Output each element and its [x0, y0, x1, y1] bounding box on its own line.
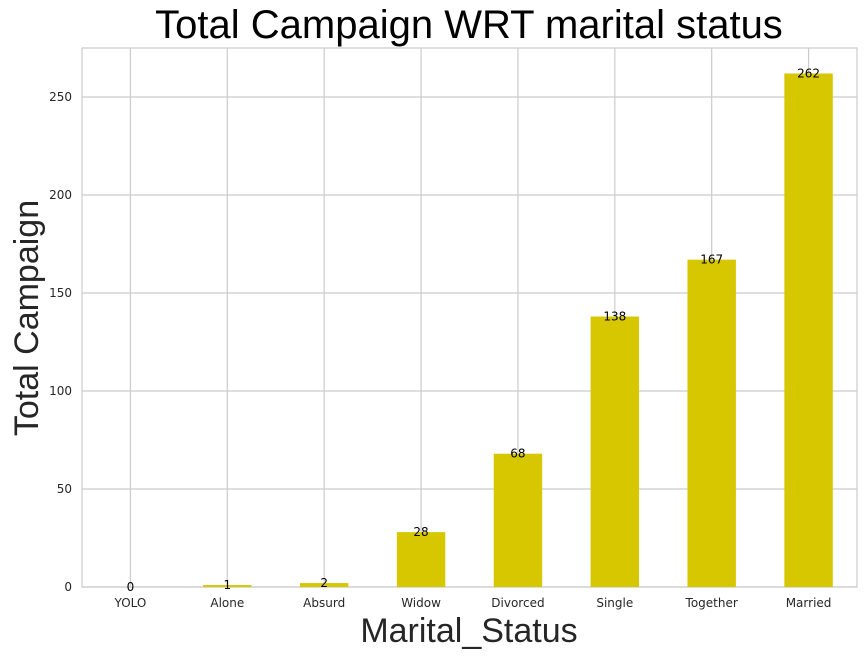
data-label: 28 [413, 525, 428, 539]
bar-together [687, 259, 736, 587]
data-label: 0 [127, 580, 135, 594]
bar-alone [203, 585, 252, 587]
y-tick-label: 250 [49, 90, 72, 104]
x-tick-label: YOLO [114, 596, 147, 610]
bar-married [784, 73, 833, 588]
bar-absurd [299, 583, 349, 587]
x-tick-label: Absurd [303, 596, 345, 610]
bar-single [590, 316, 640, 587]
x-tick-label: Single [596, 596, 633, 610]
data-label: 262 [797, 66, 820, 80]
y-tick-label: 150 [49, 286, 72, 300]
x-tick-labels: YOLO Alone Absurd Widow Divorced Single Togeth… [114, 596, 832, 610]
data-label: 68 [510, 447, 525, 461]
data-labels: 0 1 2 28 68 138 167 262 [127, 66, 820, 594]
y-gridlines [82, 96, 857, 588]
data-label: 167 [700, 253, 723, 267]
plot-frame [81, 47, 858, 588]
y-tick-label: 0 [64, 580, 72, 594]
x-tick-label: Alone [210, 596, 244, 610]
bars [203, 73, 833, 588]
y-tick-label: 100 [49, 384, 72, 398]
x-axis-label: Marital_Status [360, 612, 577, 650]
x-tick-label: Divorced [491, 596, 544, 610]
y-tick-labels: 0 50 100 150 200 250 [49, 90, 72, 594]
y-tick-label: 50 [57, 482, 72, 496]
bar-divorced [493, 453, 543, 587]
x-tick-label: Married [786, 596, 832, 610]
y-axis-label: Total Campaign [8, 200, 46, 436]
data-label: 1 [223, 578, 231, 592]
y-tick-label: 200 [49, 188, 72, 202]
x-tick-label: Widow [401, 596, 441, 610]
data-label: 138 [603, 310, 626, 324]
chart-title: Total Campaign WRT marital status [155, 3, 783, 47]
x-tick-label: Together [685, 596, 738, 610]
data-label: 2 [320, 576, 328, 590]
bar-widow [396, 532, 446, 587]
